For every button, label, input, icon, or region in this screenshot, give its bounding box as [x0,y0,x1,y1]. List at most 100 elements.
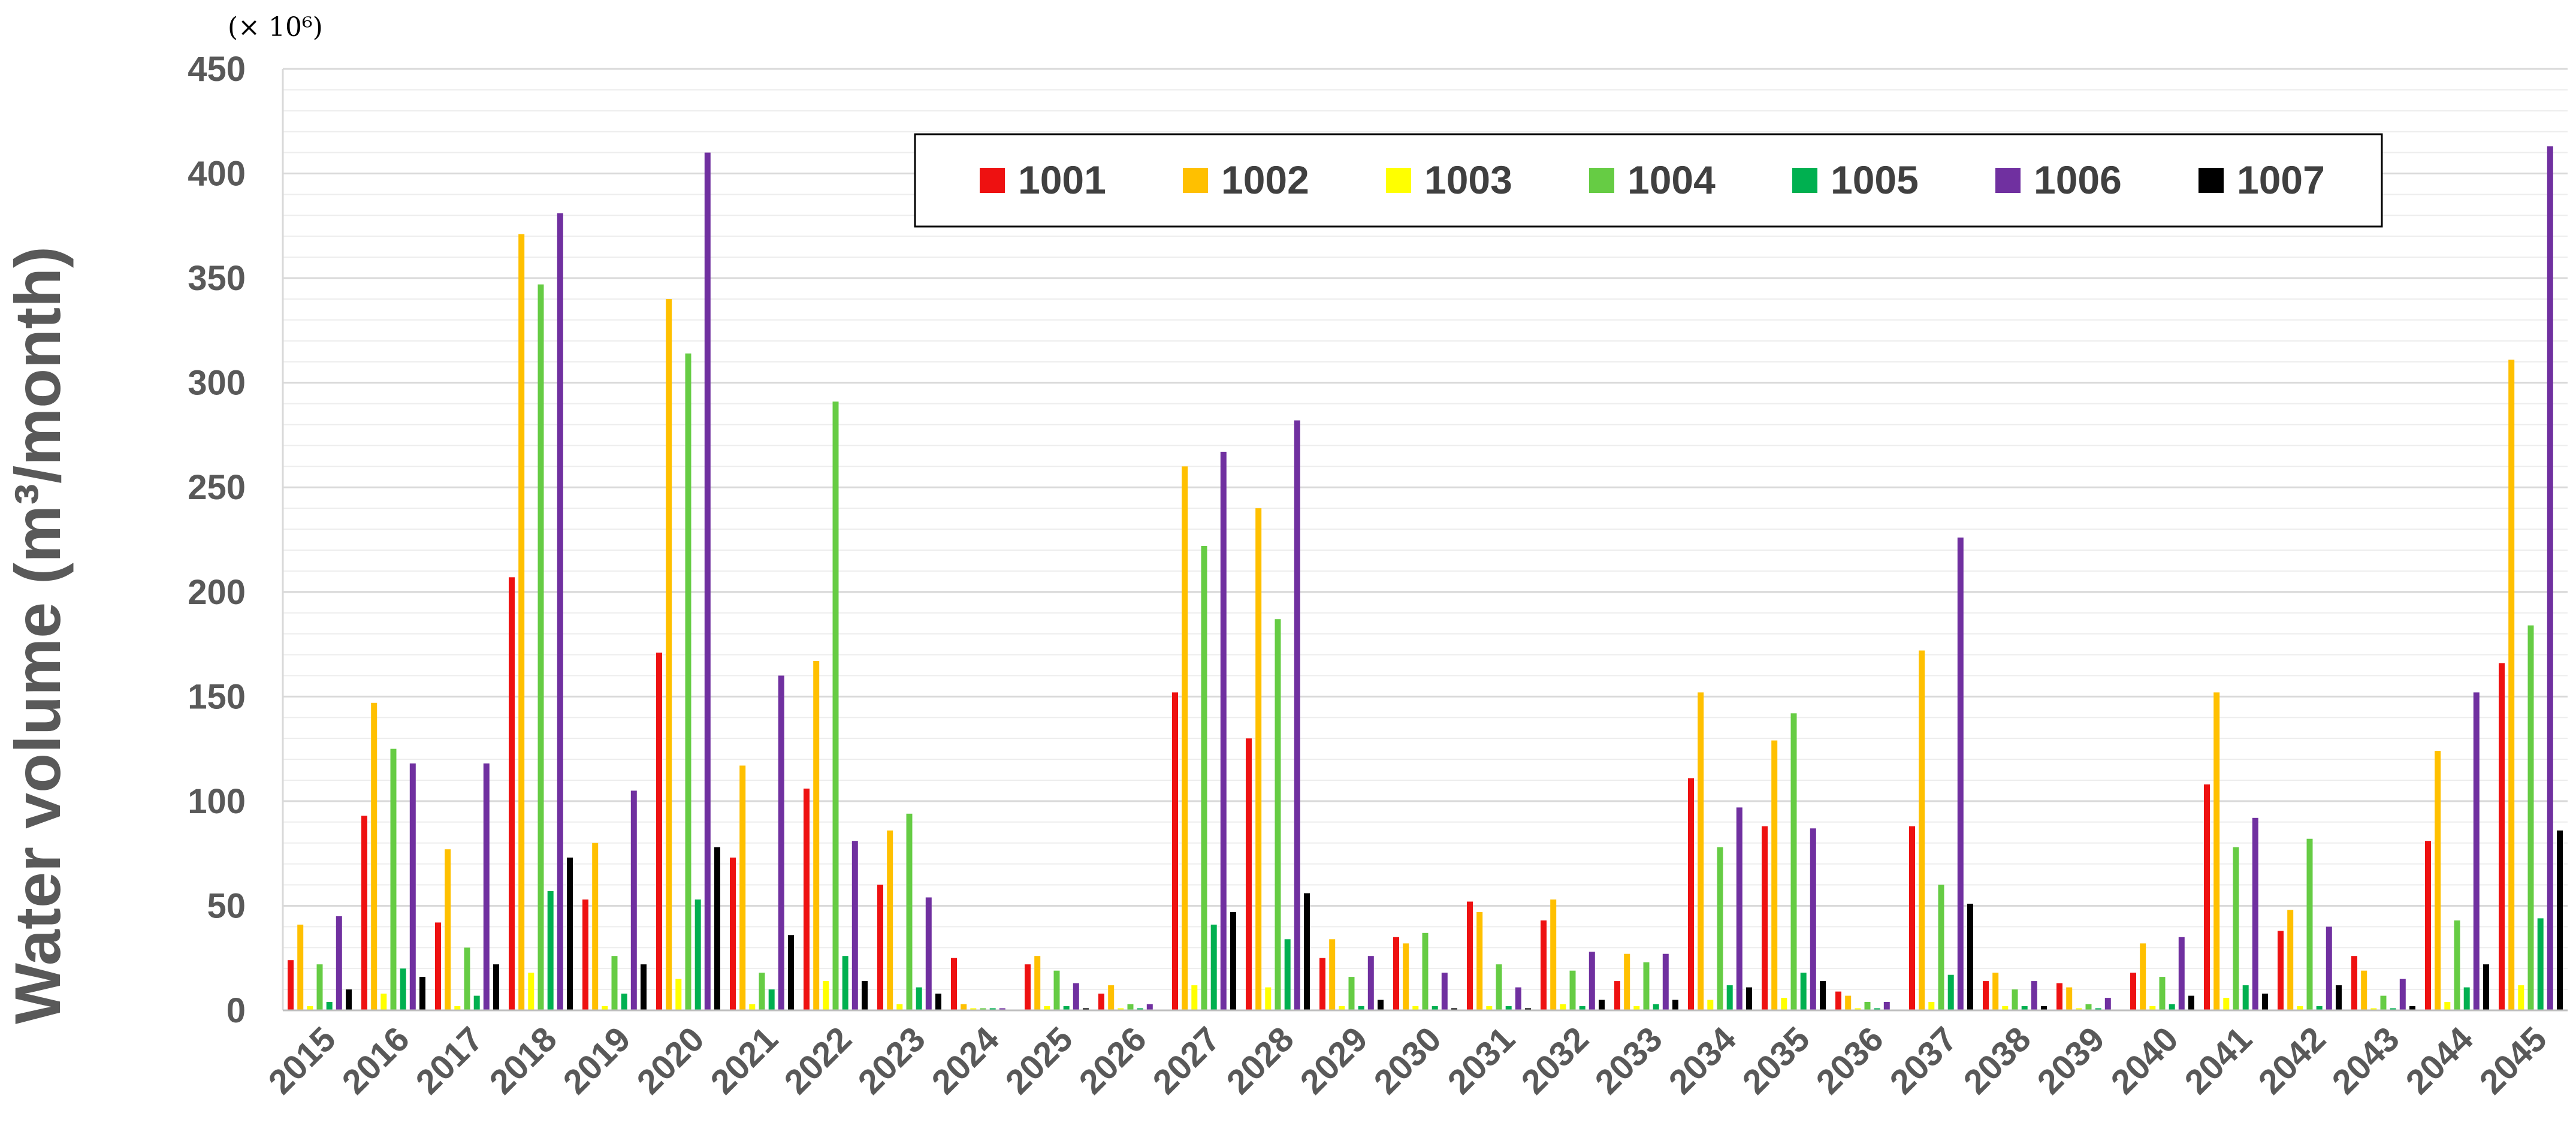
bar-1007-2041 [2262,994,2268,1010]
y-tick-label: 300 [188,364,246,403]
bar-1001-2037 [1909,826,1915,1010]
legend-label-1006: 1006 [2034,158,2122,202]
bar-1004-2045 [2527,625,2534,1010]
bar-1005-2035 [1800,973,1807,1010]
bar-1001-2026 [1098,994,1104,1010]
bar-1004-2031 [1496,964,1502,1010]
bar-1006-2022 [851,841,858,1010]
bar-1002-2038 [1992,973,1999,1010]
bar-1007-2029 [1378,1000,1384,1010]
bar-1006-2027 [1220,451,1227,1010]
bar-1003-2019 [602,1006,608,1010]
bar-1003-2018 [528,973,534,1010]
bar-1001-2015 [288,960,294,1010]
bar-1007-2045 [2557,830,2563,1010]
bar-1001-2043 [2351,956,2357,1010]
legend-swatch-1007 [2198,168,2224,193]
bar-1004-2032 [1569,970,1576,1010]
bar-1002-2024 [961,1004,967,1010]
bar-1003-2032 [1560,1004,1566,1010]
bar-1004-2042 [2306,838,2313,1010]
bar-1007-2016 [419,977,425,1010]
bar-1007-2019 [641,964,647,1010]
bar-1006-2036 [1883,1002,1890,1010]
x-tick-label: 2019 [555,1019,638,1101]
bar-1003-2043 [2370,1008,2377,1010]
bar-1005-2043 [2390,1008,2396,1010]
bar-1002-2035 [1771,740,1778,1010]
bar-1006-2029 [1367,956,1374,1010]
bar-1007-2043 [2409,1006,2415,1010]
bar-1006-2021 [778,675,784,1010]
bar-1004-2038 [2012,989,2018,1010]
y-tick-label: 50 [207,886,246,925]
bar-1001-2019 [582,899,588,1010]
bar-1001-2020 [656,653,662,1010]
bar-1004-2017 [464,947,470,1010]
bar-1007-2034 [1746,987,1752,1010]
bar-1007-2027 [1230,911,1236,1010]
bar-1003-2042 [2297,1006,2303,1010]
bar-1004-2016 [390,748,397,1010]
bar-1003-2029 [1339,1006,1345,1010]
bar-1003-2039 [2076,1008,2082,1010]
bar-1005-2023 [916,987,922,1010]
bar-1007-2035 [1820,981,1826,1010]
legend-label-1002: 1002 [1221,158,1309,202]
bar-1003-2037 [1928,1002,1935,1010]
bar-1003-2015 [307,1006,313,1010]
bar-1005-2026 [1137,1008,1143,1010]
bar-1004-2026 [1127,1004,1134,1010]
bar-1006-2030 [1441,973,1448,1010]
bar-1003-2024 [970,1008,977,1010]
bar-1003-2035 [1781,998,1787,1010]
x-tick-label: 2040 [2103,1019,2185,1101]
bar-1007-2017 [493,964,499,1010]
bar-1002-2036 [1845,995,1852,1010]
bar-1002-2028 [1255,508,1262,1010]
bar-1005-2045 [2537,918,2544,1010]
bar-1001-2027 [1172,692,1178,1010]
bar-1004-2029 [1348,977,1355,1010]
bar-1005-2039 [2095,1008,2101,1010]
bar-1001-2044 [2425,841,2431,1010]
bar-1007-2042 [2336,985,2342,1010]
bar-1002-2037 [1919,650,1925,1010]
bar-1003-2020 [675,979,682,1010]
x-tick-label: 2033 [1587,1019,1669,1101]
bar-1002-2041 [2213,692,2220,1010]
bar-1005-2032 [1579,1006,1586,1010]
bar-1004-2041 [2233,847,2239,1010]
bars [288,146,2563,1011]
bar-1004-2037 [1938,885,1944,1010]
bar-1007-2044 [2483,964,2489,1010]
legend-label-1005: 1005 [1831,158,1919,202]
y-tick-label: 100 [188,782,246,821]
bar-1006-2038 [2031,981,2037,1010]
bar-1006-2023 [925,897,932,1010]
bar-1003-2041 [2223,998,2230,1010]
legend-swatch-1001 [980,168,1005,193]
x-tick-label: 2034 [1661,1019,1743,1101]
bar-1006-2034 [1736,807,1743,1010]
bar-1005-2037 [1947,974,1954,1010]
bar-1001-2023 [877,885,883,1010]
bar-1003-2031 [1486,1006,1493,1010]
bar-1004-2040 [2159,977,2166,1010]
bar-1007-2020 [714,847,720,1010]
y-tick-label: 350 [188,259,246,298]
bar-1002-2040 [2140,943,2146,1010]
x-tick-label: 2028 [1219,1019,1301,1101]
x-tick-label: 2020 [629,1019,711,1101]
x-tick-label: 2038 [1956,1019,2038,1101]
bar-1004-2025 [1053,970,1060,1010]
bar-1004-2027 [1201,546,1207,1010]
x-tick-label: 2032 [1514,1019,1596,1101]
bar-1007-2023 [935,994,941,1010]
bar-1006-2037 [1957,538,1964,1010]
bar-1003-2025 [1044,1006,1050,1010]
bar-1003-2034 [1707,1000,1714,1010]
x-tick-label: 2021 [703,1019,785,1101]
bar-1002-2020 [666,299,672,1010]
bar-1004-2020 [685,353,691,1010]
